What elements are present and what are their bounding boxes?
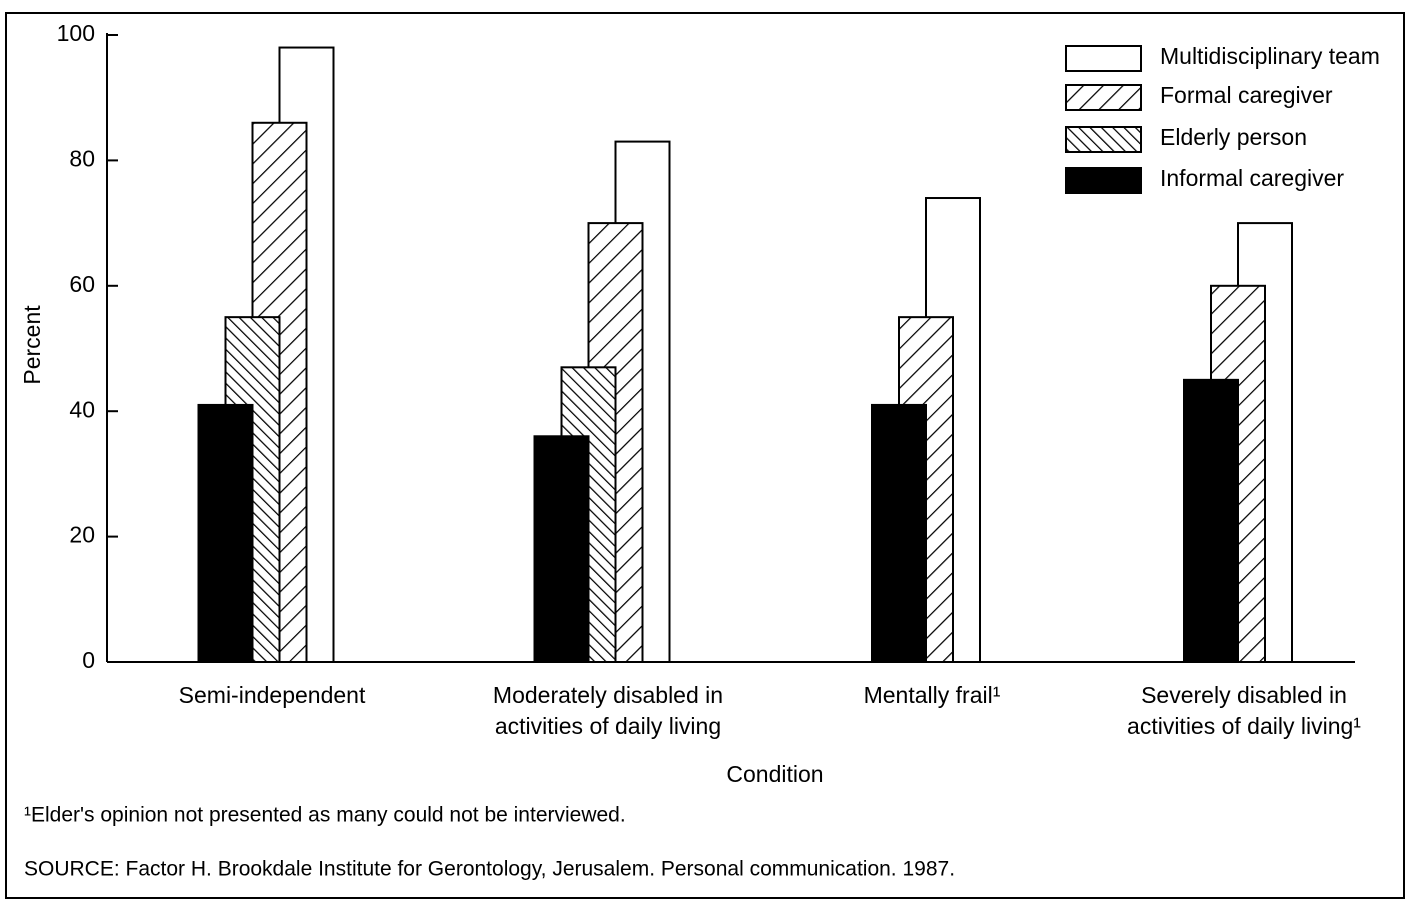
bar (197, 403, 254, 663)
footnote: ¹Elder's opinion not presented as many c… (24, 804, 626, 827)
y-tick-label: 100 (57, 20, 95, 46)
y-tick-label: 60 (69, 271, 95, 297)
source: SOURCE: Factor H. Brookdale Institute fo… (24, 858, 955, 881)
x-axis-title: Condition (726, 761, 823, 787)
legend-swatch (1065, 126, 1142, 153)
x-tick-label: Mentally frail¹ (863, 682, 1001, 708)
legend-swatch (1065, 167, 1142, 194)
legend-label: Multidisciplinary team (1160, 43, 1380, 69)
x-tick-label: Moderately disabled in activities of dai… (492, 682, 724, 739)
legend-label: Formal caregiver (1160, 82, 1333, 108)
legend-label: Informal caregiver (1160, 165, 1344, 191)
legend-label: Elderly person (1160, 124, 1307, 150)
y-tick-label: 0 (82, 647, 95, 673)
frame (5, 12, 1405, 899)
x-tick-label: Semi-independent (178, 682, 366, 708)
legend-swatch (1065, 84, 1142, 111)
y-tick-label: 20 (69, 522, 95, 548)
legend-swatch (1065, 45, 1142, 72)
bar (871, 403, 927, 663)
y-tick-label: 40 (69, 396, 95, 422)
bar (1183, 378, 1239, 663)
bar (533, 435, 590, 663)
y-axis-title: Percent (19, 305, 45, 385)
y-tick-label: 80 (69, 145, 95, 171)
x-tick-label: Severely disabled in activities of daily… (1127, 682, 1361, 739)
